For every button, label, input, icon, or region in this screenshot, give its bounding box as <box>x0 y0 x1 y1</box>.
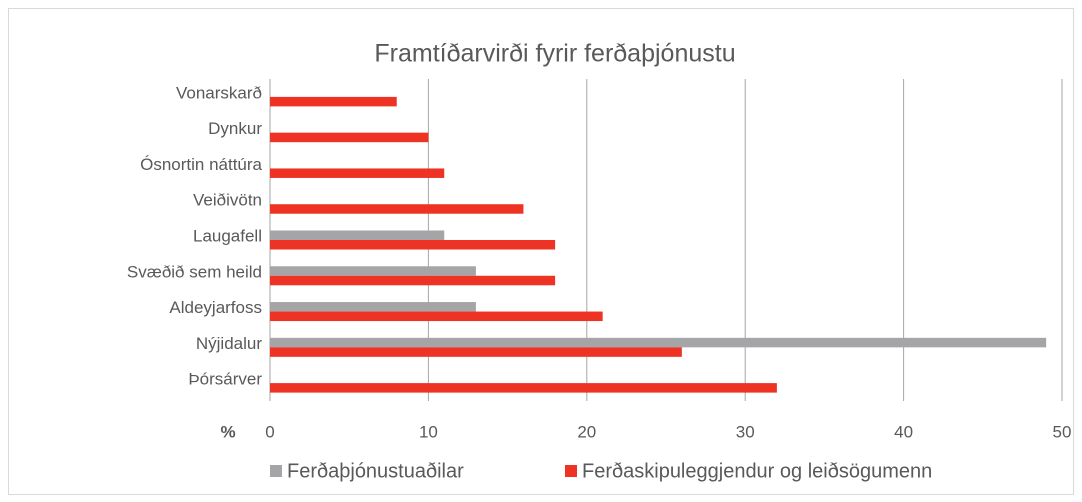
bar <box>270 168 445 178</box>
y-tick-label: Vonarskarð <box>176 83 262 102</box>
chart-border <box>8 8 1074 495</box>
bar <box>270 132 429 143</box>
y-tick-label: Nýjidalur <box>196 334 262 353</box>
legend-label: Ferðaþjónustuaðilar <box>287 460 464 482</box>
bar <box>270 337 1047 348</box>
bar <box>270 302 476 312</box>
x-tick-label: 20 <box>577 422 596 441</box>
x-tick-label: 0 <box>265 422 274 441</box>
bar <box>270 311 603 322</box>
x-tick-label: 50 <box>1053 422 1072 441</box>
bar <box>270 383 777 393</box>
legend-swatch <box>565 465 577 477</box>
x-tick-label: 10 <box>419 422 438 441</box>
y-tick-label: Laugafell <box>193 226 262 245</box>
legend-swatch <box>270 465 282 477</box>
y-tick-label: Veiðivötn <box>193 191 262 210</box>
x-tick-label: 40 <box>894 422 913 441</box>
bar <box>270 240 556 250</box>
bar <box>270 230 445 240</box>
y-tick-label: Dynkur <box>208 119 262 138</box>
x-tick-label: 30 <box>736 422 755 441</box>
chart-title: Framtíðarvirði fyrir ferðaþjónustu <box>374 40 735 68</box>
bar <box>270 96 397 107</box>
y-tick-label: Svæðið sem heild <box>127 262 262 281</box>
bar <box>270 347 682 357</box>
bar <box>270 266 476 276</box>
y-tick-label: Þórsárver <box>188 370 262 389</box>
y-tick-label: Ósnortin náttúra <box>140 155 262 174</box>
y-tick-label: Aldeyjarfoss <box>169 298 262 317</box>
legend-label: Ferðaskipuleggjendur og leiðsögumenn <box>582 460 932 482</box>
bar <box>270 275 556 286</box>
bar <box>270 204 524 214</box>
x-axis-label: % <box>220 422 235 441</box>
